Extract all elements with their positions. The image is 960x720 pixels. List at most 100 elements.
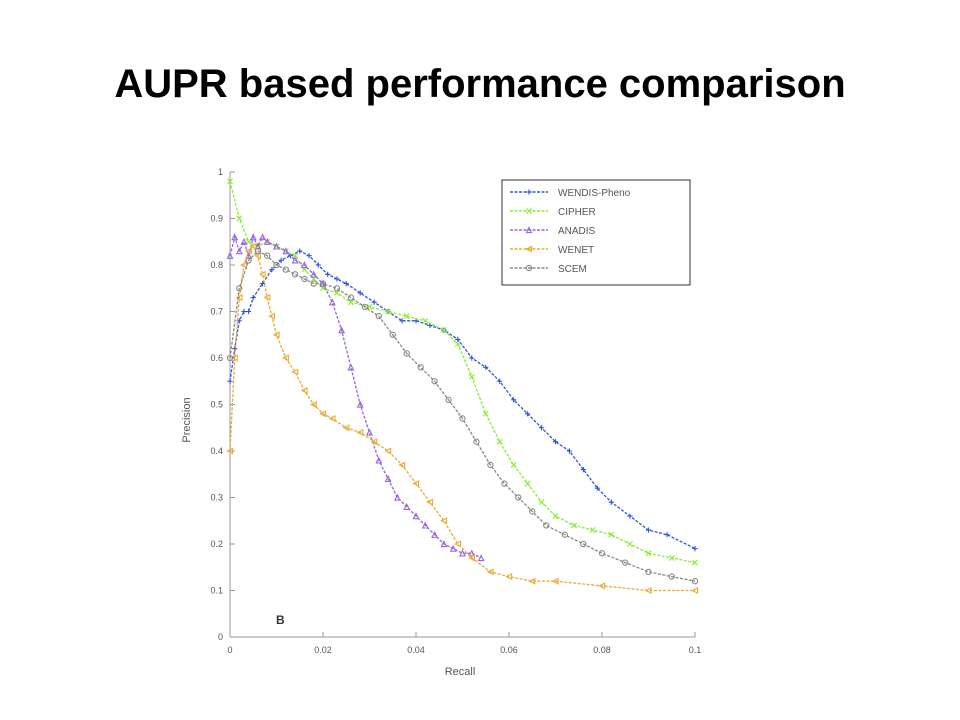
data-point: [691, 578, 699, 585]
data-point: [598, 582, 606, 590]
data-point: [282, 247, 290, 255]
data-point: [393, 493, 401, 501]
data-point: [398, 461, 406, 469]
data-point: [598, 550, 606, 557]
data-point: [449, 544, 457, 552]
data-point: [529, 508, 536, 515]
pr-curve-chart: 0 0.02 0.04 0.06 0.08 0.1 0 0.1 0.2 0.3 0.4 0.5 0.6 0…: [181, 167, 701, 678]
data-point: [292, 252, 299, 259]
data-point: [580, 467, 586, 473]
data-point: [469, 355, 475, 361]
data-point: [431, 530, 439, 538]
data-point: [319, 410, 327, 418]
data-point: [399, 318, 405, 324]
data-point: [468, 373, 475, 380]
data-point: [483, 364, 489, 370]
data-point: [510, 461, 517, 468]
data-point: [645, 568, 652, 576]
data-point: [417, 364, 424, 371]
data-point: [333, 289, 340, 296]
data-point: [273, 242, 280, 250]
data-point: [263, 237, 271, 245]
data-point: [692, 559, 698, 566]
y-tick-label: 0.4: [210, 446, 223, 456]
data-point: [571, 522, 578, 529]
legend-label: SCEM: [558, 264, 587, 275]
legend-item: CIPHER: [510, 207, 596, 218]
data-point: [477, 554, 485, 562]
y-tick-label: 0.7: [210, 307, 223, 317]
data-point: [551, 577, 559, 585]
data-point: [496, 438, 503, 445]
data-point: [291, 271, 299, 278]
data-point: [487, 461, 494, 469]
data-point: [627, 513, 633, 519]
data-point: [412, 480, 420, 488]
x-axis-label: Recall: [445, 666, 476, 678]
data-point: [227, 378, 233, 384]
data-point: [524, 480, 531, 487]
data-point: [645, 550, 652, 557]
data-point: [244, 247, 252, 255]
data-point: [421, 521, 429, 529]
legend-label: WENET: [558, 245, 594, 256]
slide-title: AUPR based performance comparison: [114, 62, 846, 106]
y-tick-label: 0.1: [210, 586, 223, 596]
data-point: [278, 257, 284, 263]
data-point: [403, 313, 410, 320]
data-point: [501, 480, 508, 487]
data-point: [370, 438, 378, 446]
data-point: [281, 354, 289, 362]
data-point: [338, 326, 346, 334]
data-point: [291, 256, 299, 264]
data-point: [525, 411, 531, 417]
data-point: [273, 261, 280, 269]
y-tick-label: 0.6: [210, 353, 223, 363]
data-point: [227, 178, 233, 185]
data-point: [259, 233, 267, 241]
data-point: [241, 308, 247, 315]
data-point: [235, 247, 243, 255]
data-point: [310, 280, 317, 287]
data-point: [543, 522, 550, 529]
data-point: [455, 336, 461, 342]
legend: WENDIS-Pheno CIPHER ANADIS WENET SCEM: [501, 179, 691, 286]
data-point: [306, 253, 312, 259]
data-point: [249, 242, 257, 250]
data-point: [608, 531, 615, 538]
data-point: [385, 308, 392, 315]
data-point: [561, 531, 568, 538]
data-point: [334, 276, 340, 282]
data-point: [497, 378, 503, 384]
series-line: [229, 250, 696, 582]
data-point: [525, 226, 533, 234]
data-point: [552, 439, 559, 445]
data-point: [608, 499, 614, 505]
x-tick-label: 0.08: [593, 645, 611, 655]
data-point: [319, 280, 327, 287]
data-point: [250, 294, 256, 301]
data-point: [692, 546, 698, 552]
y-tick-label: 0.5: [210, 400, 223, 410]
data-point: [254, 252, 262, 260]
series-1: [227, 178, 698, 566]
data-point: [482, 410, 489, 417]
data-point: [310, 270, 318, 278]
data-point: [309, 401, 317, 408]
data-point: [231, 233, 239, 241]
y-tick-label: 0.3: [210, 493, 223, 503]
data-point: [431, 378, 438, 385]
axes: 0 0.02 0.04 0.06 0.08 0.1 0 0.1 0.2 0.3 0.4 0.5 0.6 0…: [210, 167, 701, 655]
data-point: [300, 387, 308, 395]
data-point: [235, 294, 243, 302]
data-point: [473, 438, 480, 445]
series-line: [229, 250, 696, 550]
data-point: [664, 532, 670, 538]
data-point: [594, 485, 600, 491]
data-point: [525, 264, 533, 272]
data-point: [511, 397, 517, 403]
series-0: [227, 248, 698, 552]
legend-label: WENDIS-Pheno: [558, 188, 631, 199]
data-point: [236, 318, 242, 324]
data-point: [645, 527, 652, 533]
